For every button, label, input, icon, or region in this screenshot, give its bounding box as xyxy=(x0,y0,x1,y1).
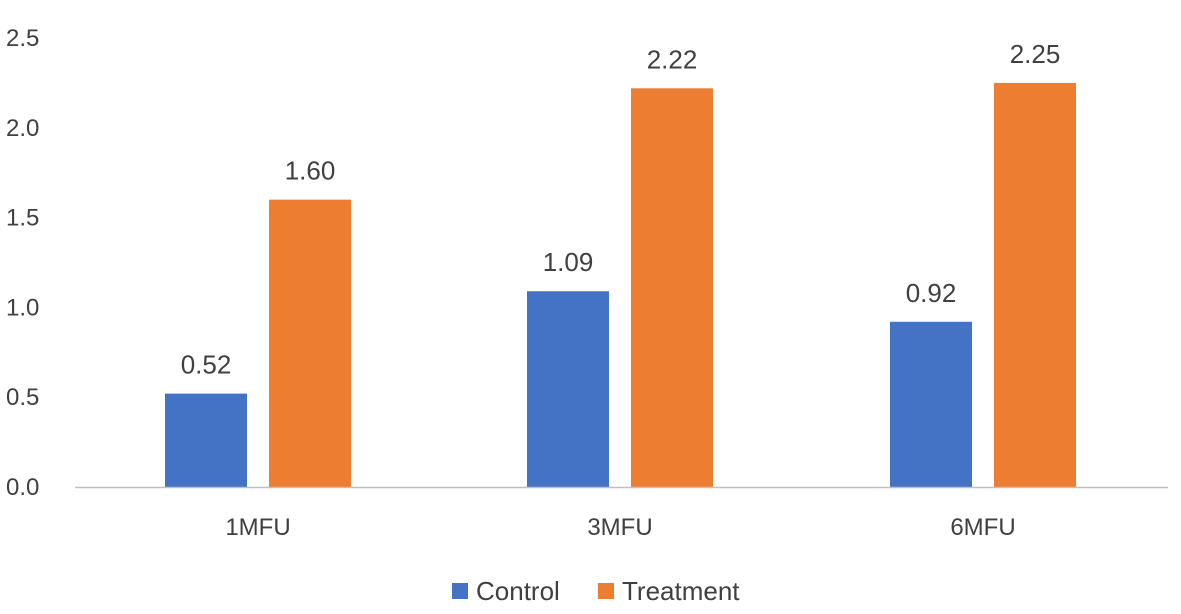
data-label: 2.22 xyxy=(647,44,698,74)
bar-treatment-1mfu xyxy=(269,199,351,487)
y-axis-ticks: 0.0 0.5 1.0 1.5 2.0 2.5 xyxy=(6,25,39,501)
legend-swatch-treatment xyxy=(598,583,614,599)
x-tick-label: 3MFU xyxy=(587,514,652,541)
y-tick-label: 2.5 xyxy=(6,25,39,52)
y-tick-label: 2.0 xyxy=(6,115,39,142)
data-label: 1.09 xyxy=(543,247,594,277)
bar-control-6mfu xyxy=(890,321,972,487)
x-axis-category-labels: 1MFU 3MFU 6MFU xyxy=(225,514,1015,541)
legend-label-control: Control xyxy=(476,576,560,606)
bar-treatment-6mfu xyxy=(994,82,1076,488)
y-tick-label: 1.5 xyxy=(6,205,39,232)
data-labels: 0.52 1.09 0.92 1.60 2.22 2.25 xyxy=(181,39,1061,380)
x-tick-label: 6MFU xyxy=(950,514,1015,541)
bar-control-1mfu xyxy=(165,393,247,487)
bar-control-3mfu xyxy=(527,291,609,487)
bars xyxy=(165,82,1076,488)
legend-swatch-control xyxy=(452,583,468,599)
legend: Control Treatment xyxy=(452,576,740,606)
y-tick-label: 0.5 xyxy=(6,384,39,411)
bar-treatment-3mfu xyxy=(631,88,713,488)
data-label: 0.52 xyxy=(181,350,232,380)
x-tick-label: 1MFU xyxy=(225,514,290,541)
data-label: 2.25 xyxy=(1010,39,1061,69)
data-label: 1.60 xyxy=(285,156,336,186)
y-tick-label: 0.0 xyxy=(6,474,39,501)
data-label: 0.92 xyxy=(906,278,957,308)
legend-label-treatment: Treatment xyxy=(622,576,740,606)
y-tick-label: 1.0 xyxy=(6,294,39,321)
